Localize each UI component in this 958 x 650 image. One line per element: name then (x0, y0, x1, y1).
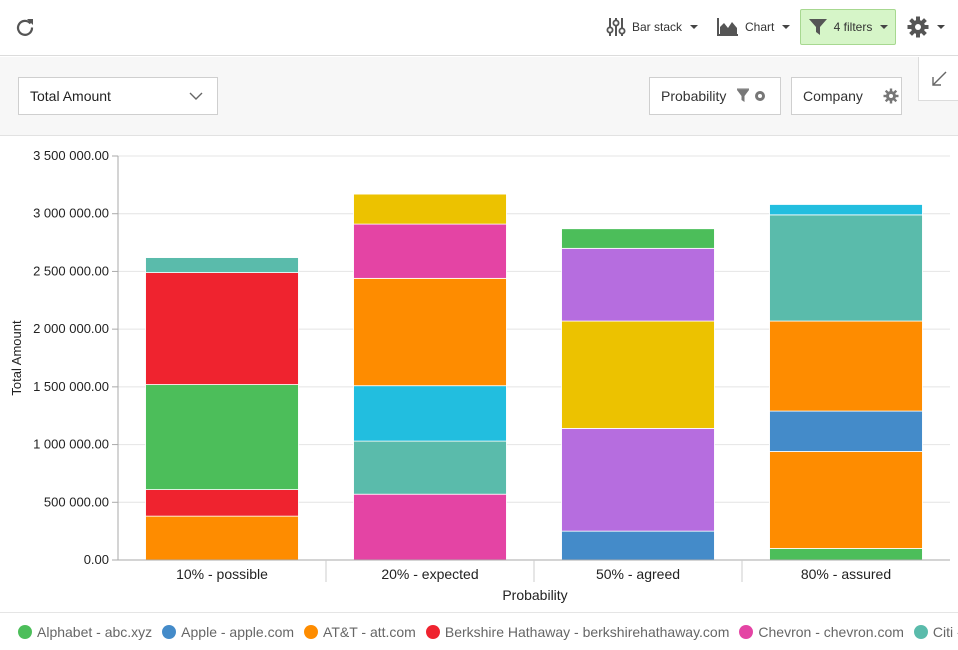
gear-icon (907, 16, 929, 38)
bars (145, 193, 923, 561)
legend-label: Berkshire Hathaway - berkshirehathaway.c… (444, 623, 730, 640)
y-axis-title: Total Amount (9, 320, 24, 396)
bar-segment[interactable] (561, 320, 715, 429)
bar-segment[interactable] (145, 272, 299, 385)
legend-dot-icon (18, 624, 32, 639)
filter-icon (808, 19, 827, 35)
legend-dot-icon (739, 624, 754, 639)
collapse-arrow-icon (931, 71, 946, 86)
legend-item[interactable]: Berkshire Hathaway - berkshirehathaway.c… (425, 623, 730, 640)
y-tick-label: 1 000 000.00 (33, 437, 109, 452)
fields-panel: Total Amount Probability Company (0, 57, 958, 136)
caret-down-icon (690, 25, 699, 29)
filters-button[interactable]: 4 filters (800, 9, 896, 45)
legend-label: Chevron - chevron.com (758, 623, 904, 640)
legend-item[interactable]: Chevron - chevron.com (739, 624, 904, 640)
bar-segment[interactable] (145, 515, 299, 561)
chevron-down-icon (189, 92, 203, 100)
legend-label: Alphabet - abc.xyz (37, 623, 153, 640)
column-field-label: Company (803, 88, 863, 104)
legend-label: Citi - (932, 623, 958, 640)
x-axis-title: Probability (502, 587, 567, 603)
column-field-company[interactable]: Company (791, 77, 902, 115)
bar-segment[interactable] (561, 228, 715, 249)
bar-segment[interactable] (769, 204, 923, 216)
measure-value: Total Amount (30, 88, 111, 104)
axes: 0.00 500 000.00 1 000 000.00 1 500 000.00 2 … (33, 148, 950, 582)
bar-segment[interactable] (769, 548, 923, 561)
gear-icon[interactable] (883, 88, 899, 104)
bar-segment[interactable] (353, 493, 507, 561)
toolbar: Bar stack Chart 4 filters (0, 0, 958, 56)
bar-segment[interactable] (769, 410, 923, 452)
collapse-panel-button[interactable] (918, 57, 958, 101)
row-field-label: Probability (661, 88, 727, 104)
measure-select[interactable]: Total Amount (18, 77, 218, 115)
y-tick-label: 3 000 000.00 (33, 206, 109, 221)
legend-label: AT&T - att.com (323, 623, 416, 640)
y-tick-label: 500 000.00 (44, 494, 109, 509)
refresh-icon (16, 19, 34, 36)
legend-item[interactable]: AT&T - att.com (304, 624, 416, 640)
x-tick-label: 20% - expected (381, 566, 478, 582)
caret-down-icon (937, 25, 945, 29)
y-tick-label: 2 500 000.00 (33, 263, 109, 278)
bar-segment[interactable] (769, 320, 923, 412)
bar-segment[interactable] (353, 385, 507, 442)
caret-down-icon (880, 25, 889, 29)
x-tick-label: 50% - agreed (596, 566, 680, 582)
filters-label: 4 filters (833, 20, 873, 34)
bar-segment[interactable] (561, 530, 715, 561)
chart-menu[interactable]: Chart (717, 12, 791, 42)
refresh-button[interactable] (12, 14, 38, 40)
legend-item[interactable]: Citi - (913, 623, 958, 640)
bar-segment[interactable] (561, 428, 715, 532)
y-tick-label: 0.00 (84, 552, 109, 567)
y-tick-label: 2 000 000.00 (33, 321, 109, 336)
legend-dot-icon (162, 624, 177, 639)
sliders-icon (606, 18, 626, 36)
legend-dot-icon (425, 624, 440, 639)
caret-down-icon (782, 25, 791, 29)
bar-segment[interactable] (353, 277, 507, 387)
y-tick-label: 3 500 000.00 (33, 148, 109, 163)
bar-segment[interactable] (769, 214, 923, 322)
bar-segment[interactable] (561, 247, 715, 322)
bar-segment[interactable] (353, 223, 507, 279)
filter-settings-icon[interactable] (736, 88, 768, 104)
legend-item[interactable]: Alphabet - abc.xyz (18, 624, 152, 640)
legend-dot-icon (913, 624, 928, 639)
bar-segment[interactable] (353, 193, 507, 225)
bar-segment[interactable] (769, 451, 923, 549)
chart-label: Chart (745, 20, 775, 34)
x-tick-label: 10% - possible (176, 566, 268, 582)
legend-dot-icon (304, 624, 319, 639)
settings-menu[interactable] (907, 14, 945, 40)
stacked-bar-chart: 0.00 500 000.00 1 000 000.00 1 500 000.00 2 … (9, 148, 950, 603)
x-tick-label: 80% - assured (801, 566, 891, 582)
legend-item[interactable]: Apple - apple.com (162, 624, 294, 640)
bar-segment[interactable] (145, 257, 299, 273)
legend-label: Apple - apple.com (181, 623, 295, 640)
bar-stack-label: Bar stack (632, 20, 683, 34)
bar-segment[interactable] (353, 440, 507, 495)
row-field-probability[interactable]: Probability (649, 77, 781, 115)
area-chart-icon (717, 18, 738, 36)
y-tick-label: 1 500 000.00 (33, 379, 109, 394)
bar-segment[interactable] (145, 489, 299, 517)
legend: Alphabet - abc.xyz Apple - apple.com AT&T … (0, 612, 958, 650)
bar-segment[interactable] (145, 384, 299, 490)
bar-stack-menu[interactable]: Bar stack (606, 12, 699, 42)
